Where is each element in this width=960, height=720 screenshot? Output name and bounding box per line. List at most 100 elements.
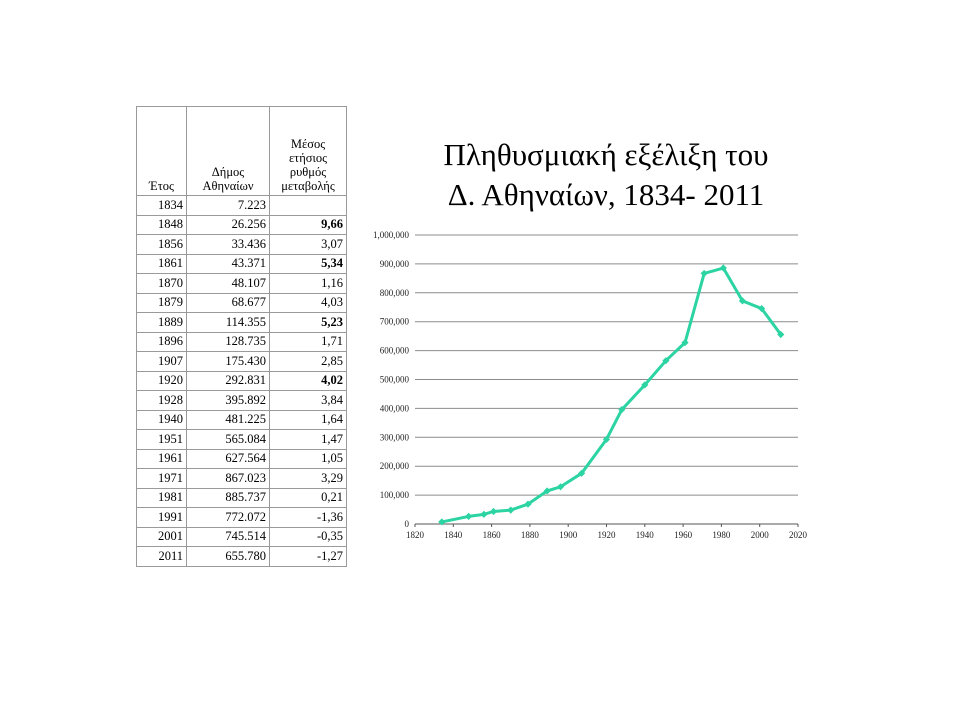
cell-year: 1879 [136, 292, 187, 313]
cell-growth-rate: 9,66 [269, 214, 347, 235]
table-row: 1848 26.256 9,66 [136, 214, 347, 235]
table-row: 1961 627.564 1,05 [136, 448, 347, 469]
cell-year: 1991 [136, 507, 187, 528]
data-point [641, 381, 649, 389]
data-point [700, 269, 708, 278]
data-point [465, 512, 473, 521]
cell-population: 395.892 [186, 390, 270, 411]
table-row: 1971 867.023 3,29 [136, 468, 347, 489]
cell-population: 867.023 [186, 468, 270, 489]
cell-population: 114.355 [186, 312, 270, 333]
cell-growth-rate: 1,71 [269, 331, 347, 352]
data-point [438, 518, 446, 526]
data-point [489, 507, 498, 516]
y-tick-label: 800,000 [380, 288, 410, 298]
table-row: 2011 655.780 -1,27 [136, 546, 347, 567]
cell-year: 2011 [136, 546, 187, 567]
header-growth-rate: Μέσος ετήσιος ρυθμός μεταβολής [269, 106, 347, 196]
y-tick-label: 900,000 [380, 259, 410, 269]
cell-year: 1861 [136, 253, 187, 274]
cell-year: 1896 [136, 331, 187, 352]
table-row: 1889 114.355 5,23 [136, 312, 347, 333]
table-row: 1991 772.072 -1,36 [136, 507, 347, 528]
data-point [480, 510, 488, 518]
x-tick-label: 1920 [598, 530, 617, 540]
table-row: 1879 68.677 4,03 [136, 292, 347, 313]
cell-growth-rate: 4,02 [269, 370, 347, 391]
cell-population: 128.735 [186, 331, 270, 352]
cell-growth-rate: 5,34 [269, 253, 347, 274]
x-tick-label: 1880 [521, 530, 540, 540]
x-tick-label: 1860 [483, 530, 502, 540]
cell-year: 1834 [136, 195, 187, 216]
data-point [618, 405, 626, 414]
table-row: 1856 33.436 3,07 [136, 234, 347, 255]
data-point [758, 304, 766, 313]
x-tick-label: 2020 [789, 530, 808, 540]
cell-year: 1961 [136, 448, 187, 469]
table-row: 1907 175.430 2,85 [136, 351, 347, 372]
cell-year: 1971 [136, 468, 187, 489]
cell-population: 43.371 [186, 253, 270, 274]
table-row: 1870 48.107 1,16 [136, 273, 347, 294]
cell-growth-rate [269, 195, 347, 216]
cell-growth-rate: 1,64 [269, 409, 347, 430]
table-body: 1834 7.223 1848 26.256 9,66 1856 33.436 3,07 186… [136, 195, 347, 567]
population-table: Έτος Δήμος Αθηναίων Μέσος ετήσιος ρυθμός… [136, 106, 347, 567]
cell-population: 7.223 [186, 195, 270, 216]
cell-year: 1920 [136, 370, 187, 391]
cell-year: 1940 [136, 409, 187, 430]
x-tick-label: 1840 [444, 530, 463, 540]
y-tick-label: 500,000 [380, 375, 410, 385]
x-tick-label: 1980 [712, 530, 731, 540]
cell-growth-rate: 3,29 [269, 468, 347, 489]
chart-title-line-2: Δ. Αθηναίων, 1834- 2011 [447, 176, 765, 212]
cell-population: 885.737 [186, 487, 270, 508]
y-tick-label: 0 [405, 519, 410, 529]
y-tick-label: 600,000 [380, 346, 410, 356]
table-row: 2001 745.514 -0,35 [136, 526, 347, 547]
data-point [507, 506, 515, 514]
cell-growth-rate: 5,23 [269, 312, 347, 333]
y-tick-label: 300,000 [380, 432, 410, 442]
cell-population: 48.107 [186, 273, 270, 294]
cell-growth-rate: -1,27 [269, 546, 347, 567]
data-point [662, 357, 670, 365]
cell-growth-rate: -1,36 [269, 507, 347, 528]
cell-year: 1951 [136, 429, 187, 450]
cell-year: 1981 [136, 487, 187, 508]
y-tick-label: 1,000,000 [373, 230, 410, 240]
x-tick-label: 1960 [674, 530, 693, 540]
data-point [738, 297, 747, 305]
x-tick-label: 1900 [559, 530, 578, 540]
cell-year: 1870 [136, 273, 187, 294]
y-tick-label: 100,000 [380, 490, 410, 500]
table-row: 1920 292.831 4,02 [136, 370, 347, 391]
cell-growth-rate: 3,84 [269, 390, 347, 411]
header-population: Δήμος Αθηναίων [186, 106, 270, 196]
cell-population: 68.677 [186, 292, 270, 313]
cell-population: 772.072 [186, 507, 270, 528]
chart-title: Πληθυσμιακή εξέλιξη του Δ. Αθηναίων, 183… [396, 135, 816, 215]
y-tick-label: 200,000 [380, 461, 410, 471]
table-row: 1834 7.223 [136, 195, 347, 216]
table-row: 1940 481.225 1,64 [136, 409, 347, 430]
y-tick-label: 700,000 [380, 317, 410, 327]
series-line [441, 266, 782, 524]
cell-population: 565.084 [186, 429, 270, 450]
cell-population: 481.225 [186, 409, 270, 430]
cell-year: 1907 [136, 351, 187, 372]
table-header-row: Έτος Δήμος Αθηναίων Μέσος ετήσιος ρυθμός… [136, 106, 347, 196]
x-tick-label: 1820 [406, 530, 425, 540]
cell-growth-rate: 2,85 [269, 351, 347, 372]
x-tick-label: 1940 [636, 530, 655, 540]
cell-population: 26.256 [186, 214, 270, 235]
cell-growth-rate: 1,16 [269, 273, 347, 294]
cell-population: 745.514 [186, 526, 270, 547]
table-row: 1861 43.371 5,34 [136, 253, 347, 274]
cell-year: 1856 [136, 234, 187, 255]
cell-population: 627.564 [186, 448, 270, 469]
population-line-chart: 0 100,000 200,000 300,000 400,000 500,000 600,… [373, 230, 808, 540]
header-year: Έτος [136, 106, 187, 196]
